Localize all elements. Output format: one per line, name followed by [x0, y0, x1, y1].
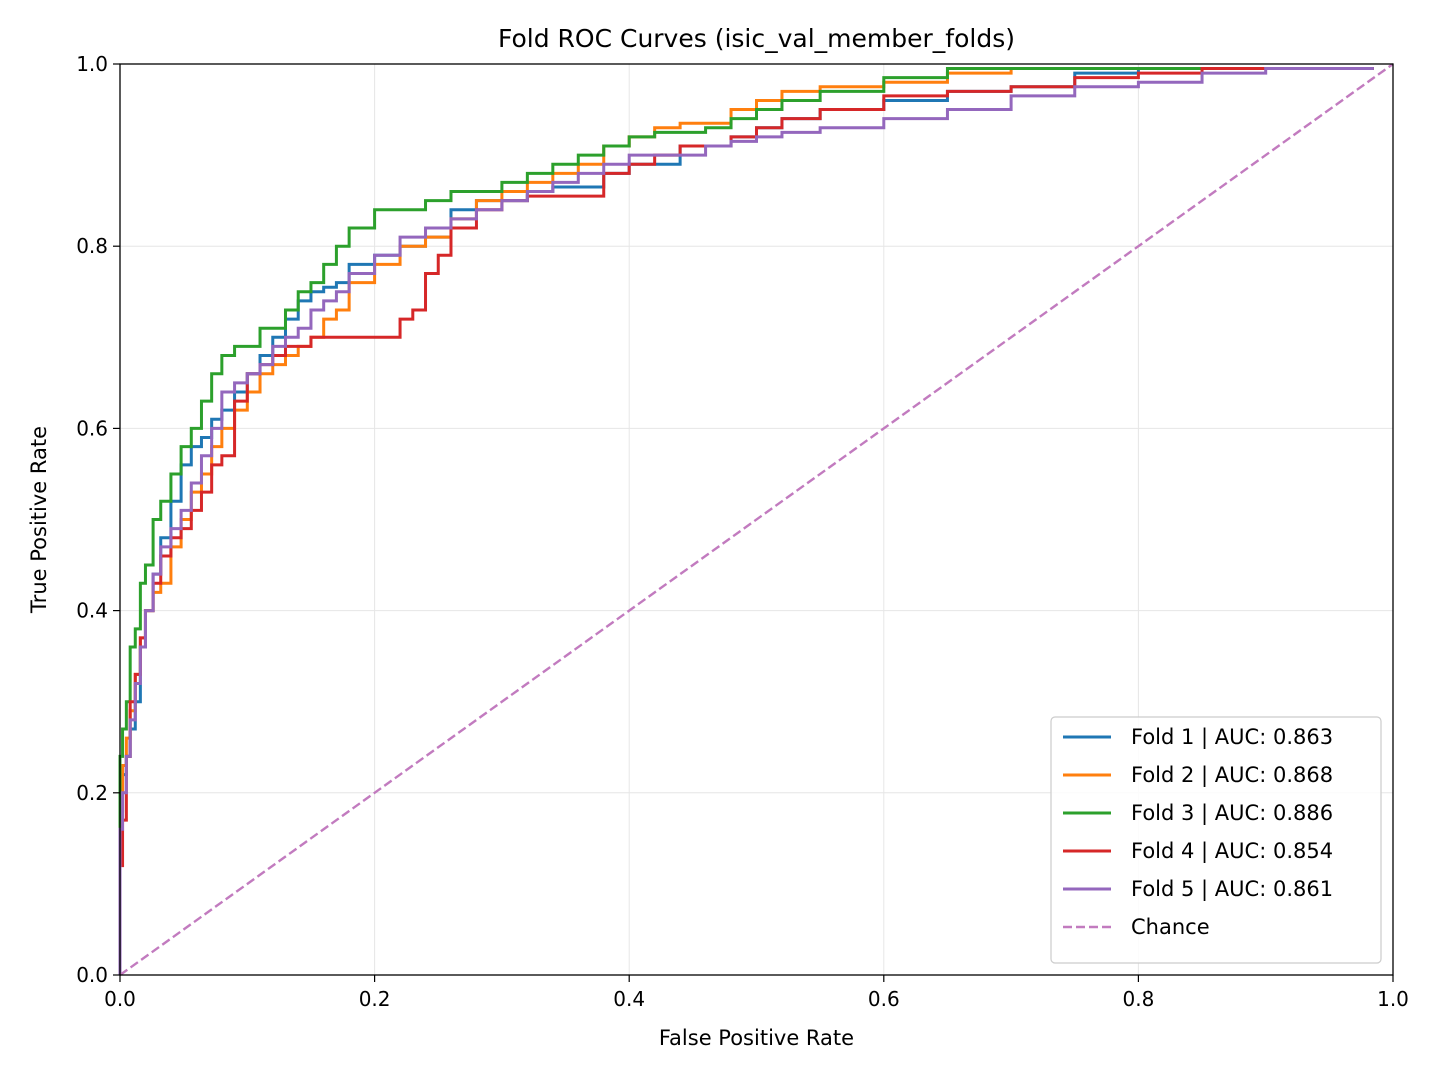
y-axis-label: True Positive Rate: [27, 426, 51, 614]
y-tick-label: 0.2: [76, 781, 108, 805]
y-tick-label: 1.0: [76, 52, 108, 76]
x-tick-label: 0.4: [613, 987, 645, 1011]
y-tick-label: 0.0: [76, 963, 108, 987]
x-tick-label: 0.2: [359, 987, 391, 1011]
chart-title: Fold ROC Curves (isic_val_member_folds): [498, 24, 1015, 53]
legend: Fold 1 | AUC: 0.863 Fold 2 | AUC: 0.868 Fo…: [1050, 716, 1382, 964]
roc-curve-fold-3: [118, 67, 1374, 975]
chance-line: [119, 63, 1394, 976]
roc-curve-fold-4: [118, 67, 1374, 975]
x-tick-label: 0.0: [104, 987, 136, 1011]
grid-lines: [119, 63, 1394, 976]
y-tick-label: 0.6: [76, 416, 108, 440]
legend-box: [1050, 716, 1382, 964]
roc-curve-fold-2: [118, 67, 1374, 975]
legend-label: Fold 3 | AUC: 0.886: [1131, 801, 1333, 826]
x-tick-label: 1.0: [1377, 987, 1409, 1011]
x-axis-label: False Positive Rate: [659, 1026, 854, 1050]
y-tick-label: 0.4: [76, 599, 108, 623]
legend-label: Fold 4 | AUC: 0.854: [1131, 839, 1333, 864]
y-tick-label: 0.8: [76, 234, 108, 258]
x-tick-label: 0.6: [868, 987, 900, 1011]
legend-label: Fold 1 | AUC: 0.863: [1131, 725, 1333, 750]
legend-label: Chance: [1131, 915, 1210, 939]
legend-label: Fold 5 | AUC: 0.861: [1131, 877, 1333, 902]
series-layer: [118, 63, 1394, 976]
axis-ticks: 0.0 0.2 0.4 0.6 0.8 1.0 0.0 0.2 0.4 0.6 0.8 1.0: [76, 52, 1409, 1011]
legend-label: Fold 2 | AUC: 0.868: [1131, 763, 1333, 788]
x-tick-label: 0.8: [1122, 987, 1154, 1011]
roc-curve-fold-5: [118, 67, 1374, 975]
plot-frame: [119, 63, 1394, 976]
